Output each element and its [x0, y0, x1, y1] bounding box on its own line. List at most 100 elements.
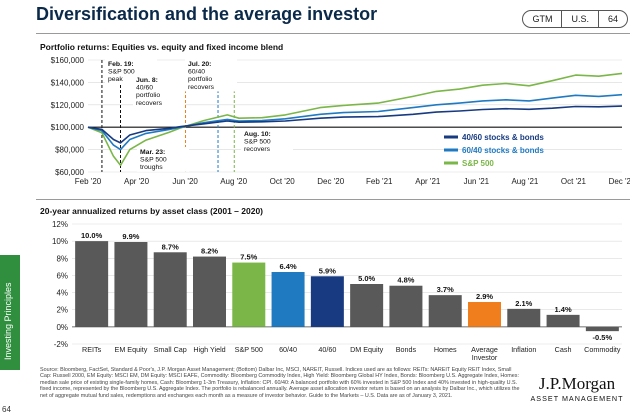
- data-label: 7.5%: [240, 253, 257, 262]
- section-sidebar-label: Investing Principles: [3, 282, 13, 360]
- x-tick-label: Aug '21: [511, 177, 538, 186]
- legend-label: S&P 500: [462, 159, 494, 168]
- category-label: Homes: [434, 345, 457, 354]
- category-label: Cash: [555, 345, 572, 354]
- bar: [232, 262, 266, 327]
- data-label: 3.7%: [437, 285, 454, 294]
- footnote: Source: Bloomberg, FactSet, Standard & P…: [40, 367, 520, 399]
- event-annotation: Jul. 20: 60/40 portfolio recovers: [185, 59, 237, 92]
- category-label: High Yield: [193, 345, 225, 354]
- category-label: 60/40: [279, 345, 297, 354]
- data-label: -0.5%: [593, 333, 613, 342]
- tag-page: 64: [607, 14, 618, 24]
- event-annotation: Jun. 8: 40/60 portfolio recovers: [133, 75, 185, 108]
- y-tick-label: 4%: [56, 289, 68, 298]
- y-tick-label: $80,000: [55, 146, 84, 155]
- tag-box: GTM U.S. 64: [522, 10, 628, 28]
- bar: [585, 326, 619, 332]
- bar: [507, 308, 541, 327]
- category-label: Inflation: [511, 345, 536, 354]
- y-tick-label: 0%: [56, 323, 68, 332]
- page-title: Diversification and the average investor: [36, 4, 378, 24]
- data-label: 2.9%: [476, 292, 493, 301]
- bar: [428, 295, 462, 327]
- bar: [350, 284, 384, 327]
- annotation-background: [241, 129, 293, 154]
- y-tick-label: $120,000: [51, 101, 85, 110]
- y-tick-label: 6%: [56, 271, 68, 280]
- line-chart: $60,000 $80,000 $100,000 $120,000 $140,000 $1…: [51, 56, 630, 186]
- series-line: [87, 105, 623, 144]
- bar: [193, 256, 226, 327]
- y-tick-label: 10%: [52, 237, 68, 246]
- data-label: 1.4%: [555, 305, 572, 314]
- series-line: [87, 93, 623, 151]
- x-tick-label: Dec '20: [317, 177, 344, 186]
- x-tick-label: Aug '20: [220, 177, 247, 186]
- data-label: 8.2%: [201, 247, 218, 256]
- legend-label: 60/40 stocks & bonds: [462, 146, 544, 155]
- section-divider: [36, 199, 630, 200]
- x-tick-label: Feb '21: [366, 177, 393, 186]
- legend-label: 40/60 stocks & bonds: [462, 133, 544, 142]
- bar: [310, 276, 344, 327]
- data-label: 10.0%: [81, 231, 103, 240]
- annotation-background: [137, 147, 189, 172]
- y-tick-label: 8%: [56, 254, 68, 263]
- annotation-text: Jun. 8: 40/60 portfolio recovers: [136, 77, 163, 107]
- data-label: 6.4%: [280, 262, 297, 271]
- annotation-text: Mar. 23: S&P 500 troughs: [140, 149, 167, 171]
- x-tick-label: Jun '20: [172, 177, 198, 186]
- annotation-text: Jul. 20: 60/40 portfolio recovers: [188, 61, 215, 91]
- jpmorgan-logo: J.P.Morgan ASSET MANAGEMENT: [522, 374, 632, 403]
- section-sidebar: [0, 255, 20, 370]
- bar: [153, 252, 187, 327]
- bar: [468, 302, 501, 327]
- category-label: Average: [471, 345, 498, 354]
- x-tick-label: Dec '21: [609, 177, 630, 186]
- category-label: DM Equity: [350, 345, 384, 354]
- y-tick-label: 12%: [52, 220, 68, 229]
- category-label: S&P 500: [235, 345, 263, 354]
- x-tick-label: Oct '20: [270, 177, 296, 186]
- event-annotation: Mar. 23: S&P 500 troughs: [137, 147, 189, 172]
- data-label: 2.1%: [515, 299, 532, 308]
- data-label: 9.9%: [122, 232, 139, 241]
- event-annotation: Aug. 10: S&P 500 recovers: [241, 129, 293, 154]
- bar: [114, 242, 148, 327]
- annotation-background: [185, 59, 237, 92]
- logo-subtitle: ASSET MANAGEMENT: [530, 394, 624, 403]
- data-label: 4.8%: [397, 276, 414, 285]
- tag-gtm: GTM: [523, 11, 563, 27]
- data-label: 5.9%: [319, 266, 336, 275]
- x-tick-label: Apr '20: [124, 177, 150, 186]
- data-label: 8.7%: [162, 242, 179, 251]
- series-line: [87, 72, 623, 167]
- category-label: 40/60: [318, 345, 336, 354]
- bar-chart: -2% 0% 2% 4% 6% 8% 10% 12% 10.0% REITs 9.9% EM Equi…: [52, 220, 622, 362]
- y-tick-label: -2%: [54, 340, 68, 349]
- category-label: Investor: [472, 353, 498, 362]
- header-divider: [36, 33, 630, 34]
- annotation-text: Feb. 19: S&P 500 peak: [108, 61, 135, 83]
- annotation-background: [133, 75, 185, 108]
- line-chart-title: Portfolio returns: Equities vs. equity a…: [40, 42, 284, 52]
- category-label: REITs: [82, 345, 102, 354]
- category-label: EM Equity: [115, 345, 148, 354]
- annotation-text: Aug. 10: S&P 500 recovers: [244, 131, 271, 153]
- x-tick-label: Feb '20: [75, 177, 102, 186]
- bar: [271, 272, 305, 327]
- y-tick-label: $140,000: [51, 78, 85, 87]
- bar-chart-title: 20-year annualized returns by asset clas…: [40, 206, 264, 216]
- x-tick-label: Apr '21: [415, 177, 441, 186]
- page-number: 64: [2, 405, 11, 414]
- category-label: Commodity: [584, 345, 621, 354]
- y-tick-label: $60,000: [55, 168, 84, 177]
- x-tick-label: Jun '21: [464, 177, 490, 186]
- y-tick-label: 2%: [56, 306, 68, 315]
- y-tick-label: $100,000: [51, 123, 85, 132]
- logo-name: J.P.Morgan: [538, 374, 616, 393]
- tag-region: U.S.: [562, 11, 599, 27]
- category-label: Bonds: [396, 345, 417, 354]
- category-label: Small Cap: [154, 345, 187, 354]
